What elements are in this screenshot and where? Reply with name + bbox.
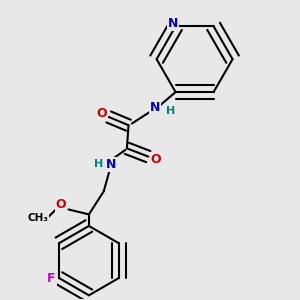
Text: O: O bbox=[97, 107, 107, 120]
Text: F: F bbox=[47, 272, 56, 285]
Text: O: O bbox=[151, 153, 161, 167]
Text: O: O bbox=[56, 198, 66, 211]
Text: N: N bbox=[150, 101, 160, 114]
Text: H: H bbox=[94, 159, 104, 169]
Text: H: H bbox=[166, 106, 176, 116]
Text: CH₃: CH₃ bbox=[27, 213, 48, 223]
Text: N: N bbox=[106, 158, 116, 171]
Text: N: N bbox=[168, 17, 178, 30]
